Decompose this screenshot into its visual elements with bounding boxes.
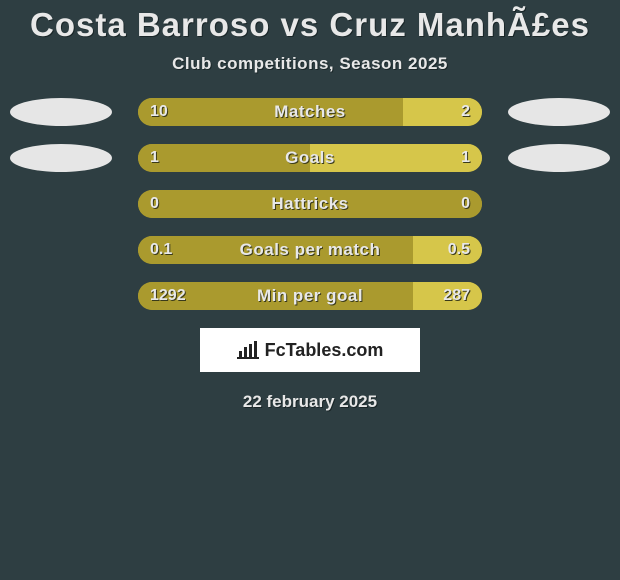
- stat-row: Matches10 2: [0, 98, 620, 126]
- stats-rows: Matches10 2 Goals1 1 Hattricks0 0 Goals per ma…: [0, 98, 620, 310]
- stat-row: Goals per match0.1 0.5: [0, 236, 620, 264]
- date-label: 22 february 2025: [0, 392, 620, 412]
- team-right-mark: [508, 98, 610, 126]
- stat-value-left: 10: [150, 98, 168, 126]
- stat-bar: Goals per match0.1 0.5: [138, 236, 482, 264]
- stat-value-left: 0: [150, 190, 159, 218]
- team-left-mark: [10, 144, 112, 172]
- stat-label: Goals per match: [138, 236, 482, 264]
- stat-value-left: 1292: [150, 282, 186, 310]
- team-right-mark: [508, 144, 610, 172]
- barchart-icon: [237, 341, 259, 359]
- stat-label: Goals: [138, 144, 482, 172]
- comparison-panel: Costa Barroso vs Cruz ManhÃ£es Club comp…: [0, 0, 620, 412]
- stat-value-right: 0: [461, 190, 470, 218]
- stat-value-right: 2: [461, 98, 470, 126]
- stat-value-right: 287: [443, 282, 470, 310]
- stat-value-left: 1: [150, 144, 159, 172]
- team-left-mark: [10, 98, 112, 126]
- stat-label: Min per goal: [138, 282, 482, 310]
- stat-bar: Hattricks0 0: [138, 190, 482, 218]
- subtitle: Club competitions, Season 2025: [0, 54, 620, 74]
- stat-row: Goals1 1: [0, 144, 620, 172]
- stat-label: Hattricks: [138, 190, 482, 218]
- stat-bar: Goals1 1: [138, 144, 482, 172]
- stat-bar: Min per goal1292 287: [138, 282, 482, 310]
- source-badge-text: FcTables.com: [265, 340, 384, 361]
- stat-row: Min per goal1292 287: [0, 282, 620, 310]
- stat-bar: Matches10 2: [138, 98, 482, 126]
- source-badge: FcTables.com: [200, 328, 420, 372]
- stat-row: Hattricks0 0: [0, 190, 620, 218]
- stat-value-right: 1: [461, 144, 470, 172]
- stat-label: Matches: [138, 98, 482, 126]
- page-title: Costa Barroso vs Cruz ManhÃ£es: [0, 6, 620, 44]
- stat-value-left: 0.1: [150, 236, 172, 264]
- stat-value-right: 0.5: [448, 236, 470, 264]
